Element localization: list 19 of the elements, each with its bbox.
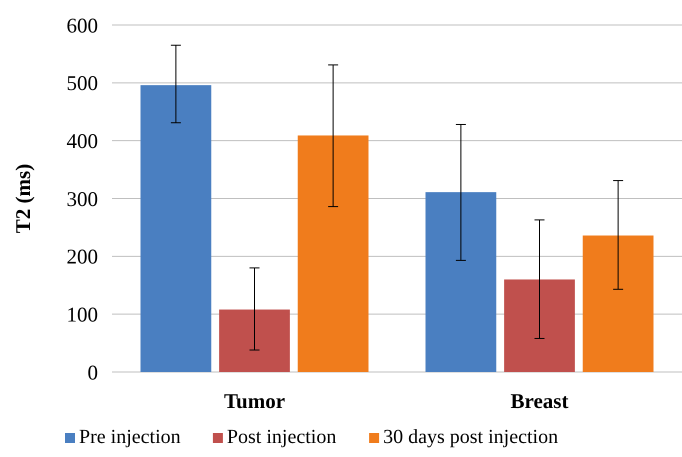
bar [504, 279, 575, 372]
x-tick-label: Tumor [224, 389, 286, 413]
y-tick-label: 0 [88, 360, 98, 384]
y-tick-label: 200 [66, 244, 98, 269]
legend-label: 30 days post injection [383, 426, 558, 448]
y-tick-label: 600 [66, 13, 98, 38]
bar [140, 85, 212, 372]
y-tick-label: 400 [66, 129, 98, 154]
y-tick-label: 100 [66, 302, 98, 327]
x-tick-label: Breast [510, 389, 568, 413]
bar [426, 192, 496, 372]
bar [298, 135, 368, 372]
y-tick-label: 500 [66, 71, 98, 96]
legend-label: Pre injection [79, 426, 181, 448]
y-tick-label: 300 [66, 186, 98, 211]
y-axis-title: T2 (ms) [11, 164, 35, 234]
bar [219, 310, 290, 372]
legend-label: Post injection [226, 426, 336, 448]
bar [582, 236, 654, 372]
